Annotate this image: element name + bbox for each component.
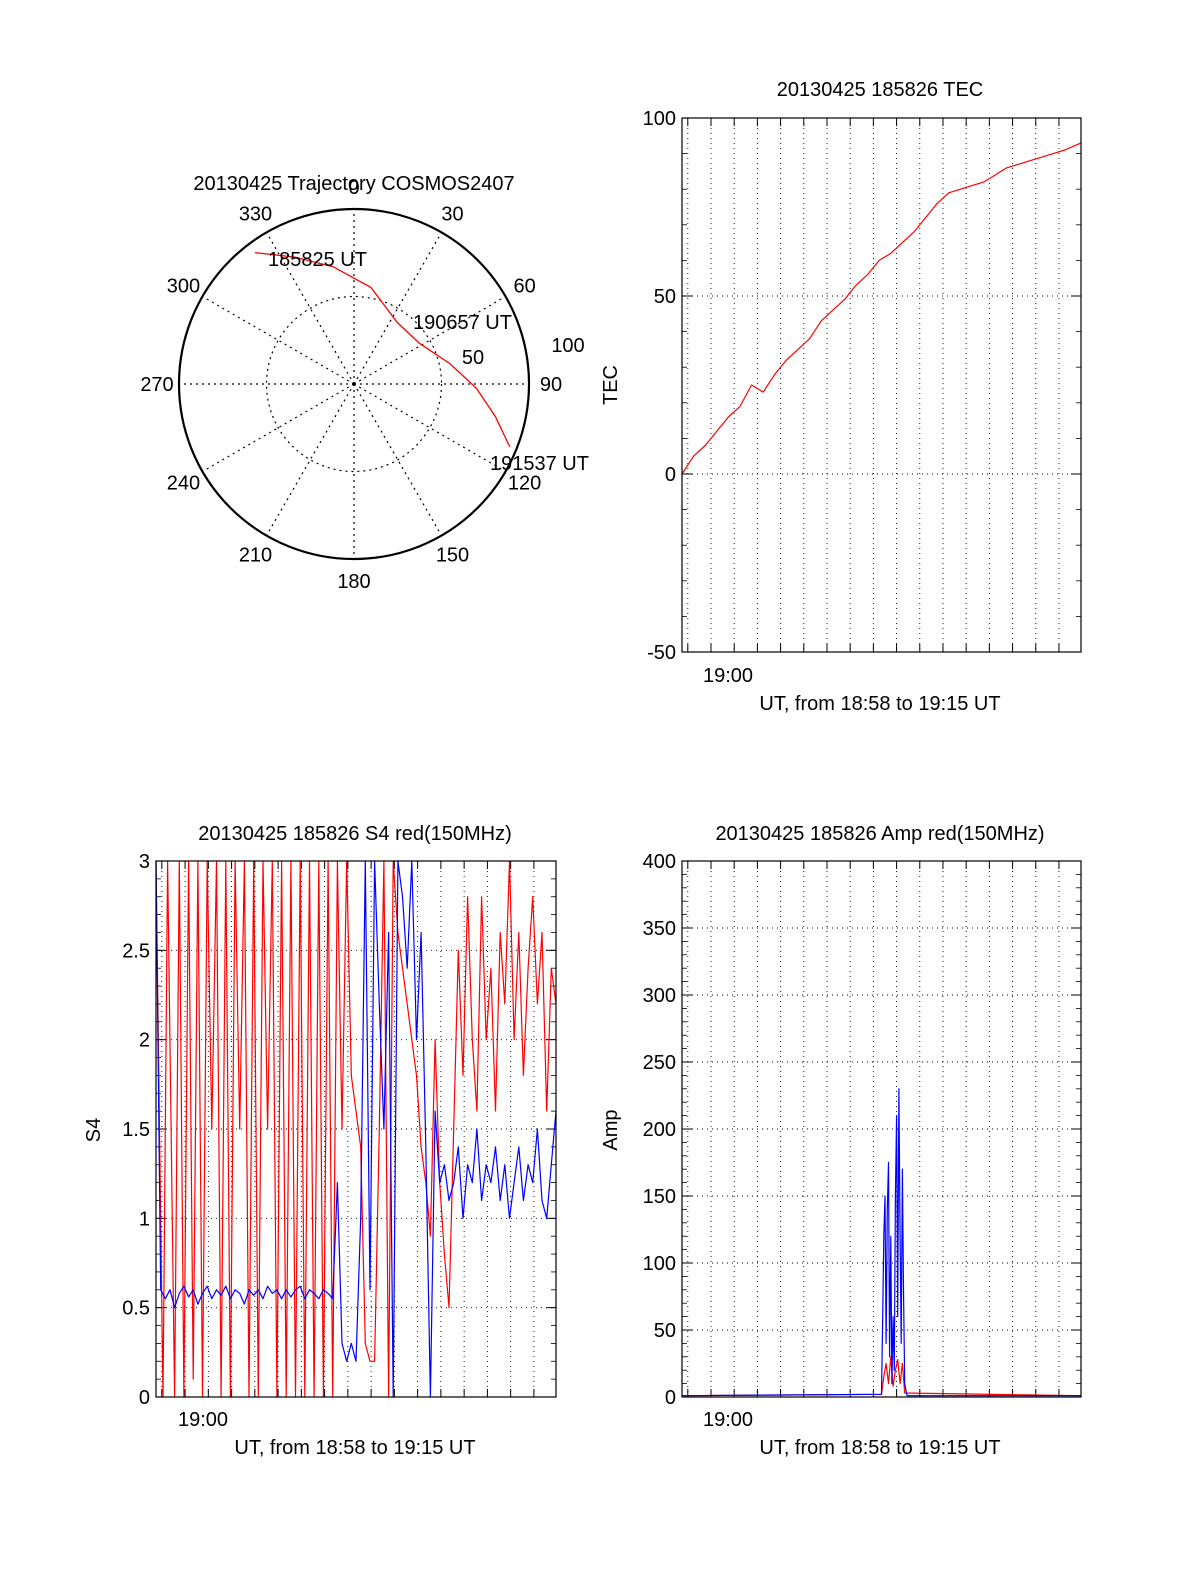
s4-y-tick-label: 0.5	[122, 1298, 150, 1320]
tec-y-tick-label: -50	[647, 642, 676, 664]
amp-y-tick-label: 300	[643, 985, 676, 1007]
s4-y-tick-label: 1.5	[122, 1119, 150, 1141]
tec-series-red	[681, 142, 1082, 475]
polar-ring-label-50: 50	[462, 347, 484, 369]
polar-title: 20130425 Trajectory COSMOS2407	[193, 173, 514, 195]
tec-y-tick-label: 50	[654, 286, 676, 308]
polar-spoke	[202, 295, 355, 385]
amp-y-tick-label: 350	[643, 918, 676, 940]
polar-spoke	[202, 383, 355, 473]
amp-title: 20130425 185826 Amp red(150MHz)	[715, 823, 1044, 845]
polar-azimuth-label: 60	[513, 276, 535, 298]
s4-y-tick-label: 2	[139, 1030, 150, 1052]
polar-ring-50	[265, 295, 443, 473]
s4-series-blue	[155, 860, 557, 1398]
polar-spoke	[265, 232, 355, 385]
tec-y-tick-label: 100	[643, 108, 676, 130]
amp-series-blue	[681, 1088, 1081, 1397]
tec-x-tick-label: 19:00	[703, 665, 753, 687]
s4-y-label: S4	[83, 1118, 105, 1142]
amp-x-tick-label: 19:00	[703, 1409, 753, 1431]
amp-y-tick-label: 250	[643, 1052, 676, 1074]
amp-y-tick-label: 200	[643, 1119, 676, 1141]
polar-azimuth-label: 240	[167, 473, 200, 495]
polar-azimuth-label: 90	[540, 374, 562, 396]
s4-y-tick-label: 1	[139, 1208, 150, 1230]
polar-grid	[177, 207, 531, 561]
polar-track	[254, 251, 511, 448]
s4-series-red	[155, 860, 557, 1398]
polar-spoke	[353, 295, 506, 385]
s4-grid	[156, 860, 556, 1398]
polar-spoke	[353, 383, 443, 536]
tec-series	[681, 142, 1082, 475]
s4-title: 20130425 185826 S4 red(150MHz)	[198, 823, 512, 845]
polar-chart: 20130425 Trajectory COSMOS2407 0 30 60 90 12…	[140, 173, 589, 593]
s4-y-tick-labels: 0 0.5 1 1.5 2 2.5 3	[122, 851, 150, 1409]
tec-y-label: TEC	[600, 365, 622, 405]
amp-x-label: UT, from 18:58 to 19:15 UT	[759, 1437, 1000, 1459]
amp-y-tick-labels: 0 50 100 150 200 250 300 350 400	[643, 851, 676, 1409]
amp-y-tick-label: 50	[654, 1320, 676, 1342]
amp-plot-frame	[681, 860, 1082, 1398]
polar-annotation-end: 191537 UT	[490, 453, 589, 475]
polar-azimuth-label: 0	[348, 177, 359, 199]
polar-track-line	[254, 251, 511, 448]
polar-azimuth-label: 270	[140, 374, 173, 396]
s4-y-tick-label: 2.5	[122, 940, 150, 962]
amp-y-label: Amp	[600, 1109, 622, 1150]
amp-series	[681, 1088, 1082, 1397]
amp-grid	[682, 860, 1081, 1398]
amp-chart: 20130425 185826 Amp red(150MHz) 0 50 100 15…	[600, 823, 1082, 1459]
tec-chart: 20130425 185826 TEC -50 0 50 100 19:00 UT, …	[600, 79, 1082, 715]
s4-chart: 20130425 185826 S4 red(150MHz) 0 0.5 1 1.5 2…	[83, 823, 557, 1459]
s4-plot-frame	[155, 860, 557, 1398]
amp-series-red	[681, 1356, 1082, 1397]
tec-title: 20130425 185826 TEC	[777, 79, 983, 101]
tec-grid	[682, 117, 1081, 653]
polar-azimuth-label: 330	[239, 203, 272, 225]
polar-azimuth-label: 150	[436, 545, 469, 567]
polar-spoke	[353, 383, 506, 473]
tec-y-tick-label: 0	[665, 464, 676, 486]
polar-annotation-start: 185825 UT	[268, 249, 367, 271]
polar-spoke	[265, 383, 355, 536]
polar-ring-label-100: 100	[551, 335, 584, 357]
polar-azimuth-label: 30	[441, 203, 463, 225]
polar-azimuth-label: 300	[167, 276, 200, 298]
polar-azimuth-label: 120	[508, 473, 541, 495]
amp-y-tick-label: 100	[643, 1253, 676, 1275]
s4-y-tick-label: 0	[139, 1387, 150, 1409]
s4-series	[155, 860, 557, 1398]
tec-x-label: UT, from 18:58 to 19:15 UT	[759, 693, 1000, 715]
tec-y-tick-labels: -50 0 50 100	[643, 108, 676, 664]
polar-azimuth-label: 210	[239, 545, 272, 567]
tec-plot-frame	[681, 117, 1082, 653]
polar-spoke	[353, 232, 443, 385]
amp-y-tick-label: 0	[665, 1387, 676, 1409]
polar-azimuth-label: 180	[337, 571, 370, 593]
amp-y-tick-label: 150	[643, 1186, 676, 1208]
s4-x-tick-label: 19:00	[178, 1409, 228, 1431]
s4-x-label: UT, from 18:58 to 19:15 UT	[234, 1437, 475, 1459]
polar-az-labels: 0 30 60 90 120 150 180 210 240 270 300 330	[140, 177, 562, 593]
polar-annotation-mid: 190657 UT	[413, 312, 512, 334]
s4-y-tick-label: 3	[139, 851, 150, 873]
amp-y-tick-label: 400	[643, 851, 676, 873]
